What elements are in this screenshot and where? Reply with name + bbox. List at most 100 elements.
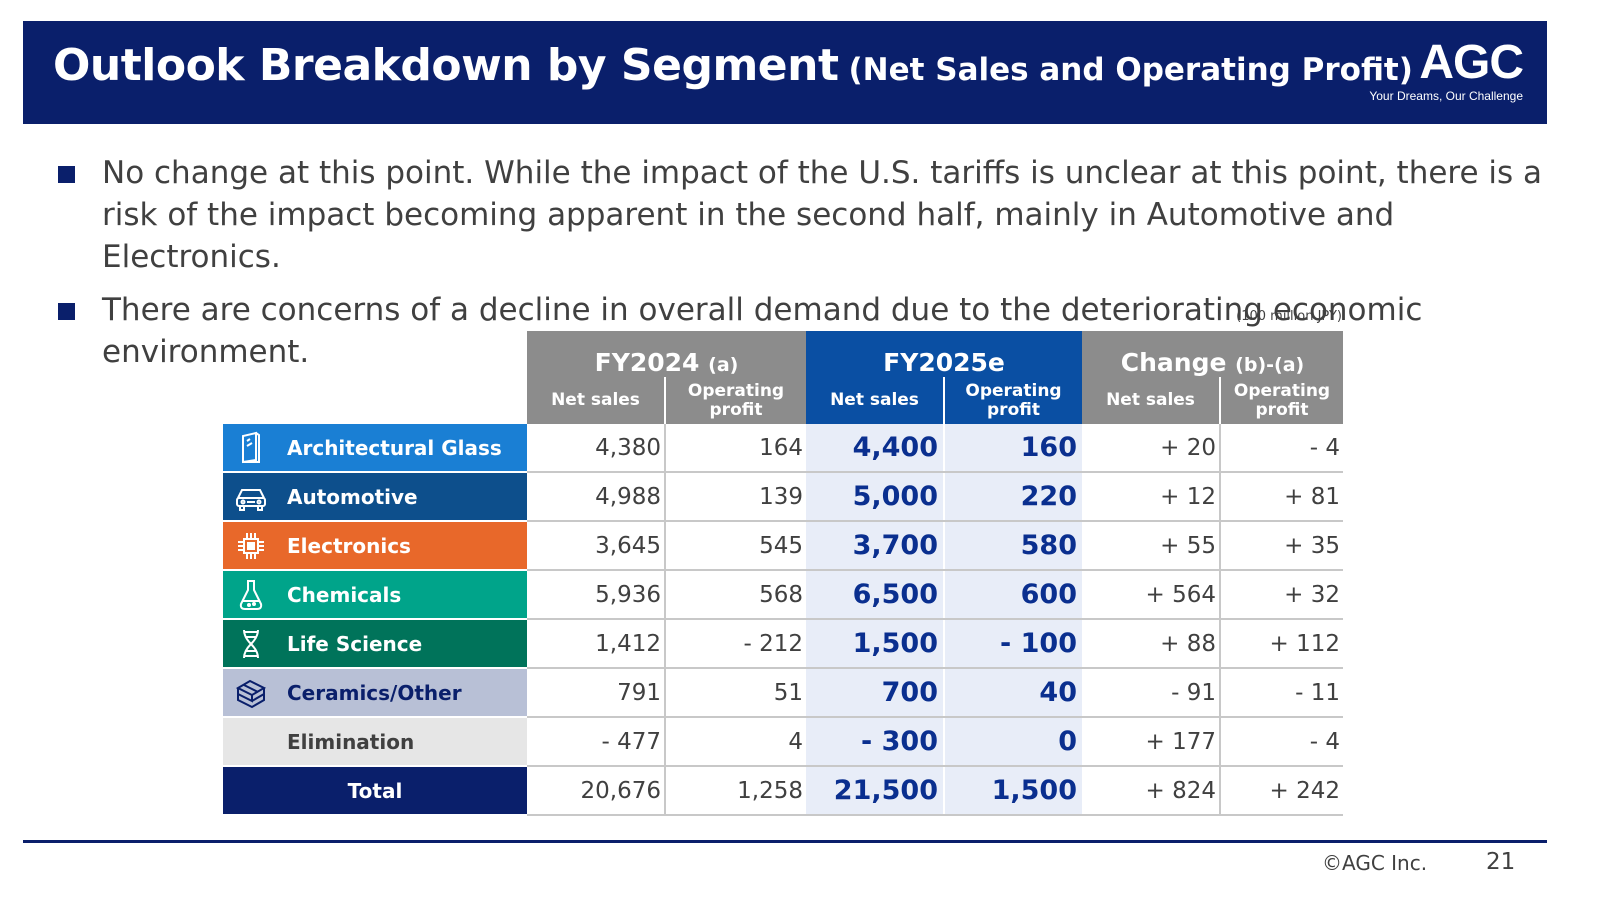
change-net-sales: + 55 — [1082, 521, 1220, 571]
segment-name: Life Science — [287, 631, 423, 656]
group-header-change: Change (b)-(a) — [1082, 331, 1343, 377]
flask-icon — [234, 578, 268, 612]
table-row: Ceramics/Other 791 51 700 40- 91- 11 — [223, 668, 1343, 718]
fy2025e-operating-profit: 40 — [943, 668, 1082, 718]
change-net-sales: - 91 — [1082, 668, 1220, 718]
change-net-sales: + 88 — [1082, 619, 1220, 669]
page-number: 21 — [1486, 849, 1516, 875]
change-operating-profit: + 35 — [1219, 521, 1343, 571]
segment-name: Total — [347, 778, 403, 803]
change-net-sales: + 824 — [1082, 766, 1220, 816]
fy2024-net-sales: 3,645 — [527, 521, 665, 571]
segment-label-cell: Automotive — [223, 472, 527, 522]
fy2025e-net-sales: - 300 — [806, 717, 944, 767]
fy2024-operating-profit: 164 — [664, 424, 806, 473]
table-row: Architectural Glass 4,380 164 4,400 160 + 20-… — [223, 424, 1343, 473]
table-row: Life Science 1,412- 212 1,500- 100 + 88 + 11… — [223, 619, 1343, 669]
fy2025e-operating-profit: 160 — [943, 424, 1082, 473]
segment-label-cell: Life Science — [223, 619, 527, 669]
fy2025e-net-sales: 6,500 — [806, 570, 944, 620]
fy2024-operating-profit: 545 — [664, 521, 806, 571]
fy2025e-net-sales: 4,400 — [806, 424, 944, 473]
fy2025e-operating-profit: 1,500 — [943, 766, 1082, 816]
title-bar: Outlook Breakdown by Segment (Net Sales a… — [23, 21, 1547, 124]
table-row: Total 20,676 1,258 21,500 1,500 + 824 + 242 — [223, 766, 1343, 816]
logo-wordmark: AGC — [1419, 36, 1524, 89]
change-operating-profit: + 32 — [1219, 570, 1343, 620]
table-corner — [223, 331, 527, 424]
segment-outlook-table: FY2024 (a) FY2025e Change (b)-(a) Net sa… — [223, 331, 1343, 816]
segment-label-cell: Ceramics/Other — [223, 668, 527, 718]
col-header-operating-profit: Operating profit — [1219, 377, 1343, 424]
fy2025e-net-sales: 21,500 — [806, 766, 944, 816]
change-operating-profit: - 11 — [1219, 668, 1343, 718]
footer-divider — [23, 840, 1547, 843]
change-net-sales: + 12 — [1082, 472, 1220, 522]
segment-name: Electronics — [287, 533, 411, 558]
fy2024-net-sales: 4,380 — [527, 424, 665, 473]
fy2024-operating-profit: 139 — [664, 472, 806, 522]
fy2025e-net-sales: 700 — [806, 668, 944, 718]
unit-note: (100 million JPY) — [1236, 309, 1342, 324]
page-title: Outlook Breakdown by Segment (Net Sales a… — [53, 40, 1413, 91]
table-row: Automotive 4,988 139 5,000 220 + 12 + 81 — [223, 472, 1343, 522]
segment-label-cell: Architectural Glass — [223, 424, 527, 473]
segment-label-cell: Total — [223, 766, 527, 816]
group-header-fy2025e: FY2025e — [806, 331, 1082, 377]
fy2025e-net-sales: 1,500 — [806, 619, 944, 669]
fy2024-operating-profit: 568 — [664, 570, 806, 620]
bullet-list: No change at this point. While the impac… — [55, 152, 1565, 384]
change-net-sales: + 177 — [1082, 717, 1220, 767]
change-operating-profit: + 81 — [1219, 472, 1343, 522]
bullet-square-icon — [58, 303, 75, 320]
change-net-sales: + 20 — [1082, 424, 1220, 473]
col-header-net-sales: Net sales — [806, 377, 944, 424]
segment-label-cell: Electronics — [223, 521, 527, 571]
segment-name: Architectural Glass — [287, 435, 502, 460]
fy2025e-operating-profit: - 100 — [943, 619, 1082, 669]
col-header-net-sales: Net sales — [527, 377, 665, 424]
agc-logo: AGC Your Dreams, Our Challenge — [1369, 36, 1524, 104]
segment-label-cell: Elimination — [223, 717, 527, 767]
change-operating-profit: + 112 — [1219, 619, 1343, 669]
col-header-net-sales: Net sales — [1082, 377, 1220, 424]
fy2025e-operating-profit: 220 — [943, 472, 1082, 522]
car-icon — [234, 480, 268, 514]
page-subtitle: (Net Sales and Operating Profit) — [848, 52, 1413, 88]
change-net-sales: + 564 — [1082, 570, 1220, 620]
segment-label-cell: Chemicals — [223, 570, 527, 620]
fy2024-operating-profit: 1,258 — [664, 766, 806, 816]
fy2025e-operating-profit: 600 — [943, 570, 1082, 620]
copyright: ©AGC Inc. — [1322, 851, 1428, 875]
col-header-operating-profit: Operating profit — [943, 377, 1082, 424]
fy2024-net-sales: - 477 — [527, 717, 665, 767]
table-row: Electronics 3,645 545 3,700 580 + 55 + 35 — [223, 521, 1343, 571]
fy2024-net-sales: 20,676 — [527, 766, 665, 816]
fy2025e-operating-profit: 580 — [943, 521, 1082, 571]
fy2024-operating-profit: 51 — [664, 668, 806, 718]
change-operating-profit: - 4 — [1219, 717, 1343, 767]
building-glass-icon — [234, 431, 268, 465]
segment-name: Chemicals — [287, 582, 402, 607]
group-header-fy2024: FY2024 (a) — [527, 331, 806, 377]
logo-tagline: Your Dreams, Our Challenge — [1369, 89, 1523, 103]
fy2025e-net-sales: 3,700 — [806, 521, 944, 571]
col-header-operating-profit: Operating profit — [664, 377, 806, 424]
bullet-square-icon — [58, 166, 75, 183]
fy2024-net-sales: 4,988 — [527, 472, 665, 522]
segment-name: Ceramics/Other — [287, 680, 462, 705]
change-operating-profit: + 242 — [1219, 766, 1343, 816]
bullet-item: No change at this point. While the impac… — [55, 152, 1565, 278]
fy2025e-operating-profit: 0 — [943, 717, 1082, 767]
fy2025e-net-sales: 5,000 — [806, 472, 944, 522]
table-body: Architectural Glass 4,380 164 4,400 160 + 20 -… — [223, 424, 1343, 816]
chip-icon — [234, 529, 268, 563]
table-row: Chemicals 5,936 568 6,500 600 + 564 + 32 — [223, 570, 1343, 620]
fy2024-operating-profit: - 212 — [664, 619, 806, 669]
fy2024-net-sales: 1,412 — [527, 619, 665, 669]
segment-name: Elimination — [287, 729, 415, 754]
dna-icon — [234, 627, 268, 661]
fy2024-net-sales: 791 — [527, 668, 665, 718]
fy2024-operating-profit: 4 — [664, 717, 806, 767]
segment-name: Automotive — [287, 484, 418, 509]
